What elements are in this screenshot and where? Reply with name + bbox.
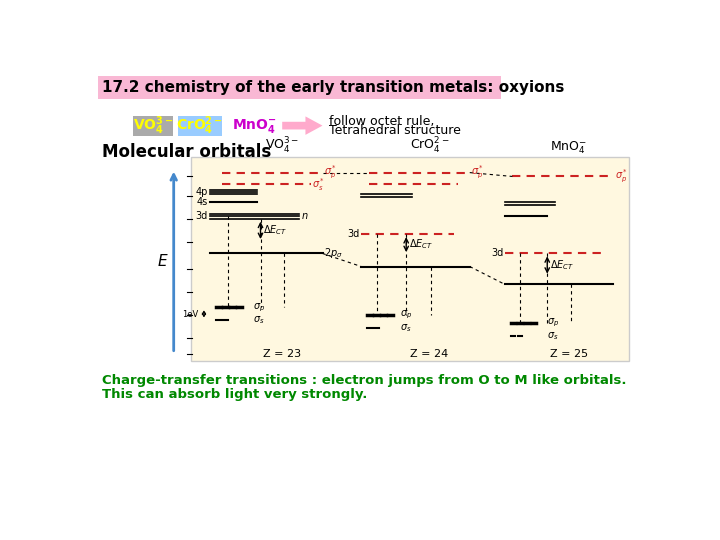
FancyBboxPatch shape [191,157,629,361]
Text: 4s: 4s [197,197,208,207]
Text: $\mathbf{VO_4^{3-}}$: $\mathbf{VO_4^{3-}}$ [132,114,173,137]
Text: $\sigma_p$: $\sigma_p$ [547,316,559,329]
Text: $\Delta E_{CT}$: $\Delta E_{CT}$ [263,224,287,237]
Text: Z = 25: Z = 25 [550,349,588,359]
FancyBboxPatch shape [132,116,173,136]
Text: $\mathrm{CrO_4^{2-}}$: $\mathrm{CrO_4^{2-}}$ [410,136,449,156]
FancyBboxPatch shape [178,116,222,136]
Text: $\sigma_s^*$: $\sigma_s^*$ [312,176,325,193]
Text: $\mathrm{VO_4^{3-}}$: $\mathrm{VO_4^{3-}}$ [265,136,300,156]
Text: Charge-transfer transitions : electron jumps from O to M like orbitals.: Charge-transfer transitions : electron j… [102,374,626,387]
Text: 4p: 4p [195,187,208,197]
Text: $\sigma_p^*$: $\sigma_p^*$ [615,168,628,185]
Text: $\mathbf{MnO_4^{-}}$: $\mathbf{MnO_4^{-}}$ [232,117,276,134]
Text: 1eV: 1eV [182,310,199,319]
Text: $\mathrm{MnO_4^{-}}$: $\mathrm{MnO_4^{-}}$ [550,139,588,156]
Text: $\sigma_s$: $\sigma_s$ [253,314,264,326]
Text: 17.2 chemistry of the early transition metals: oxyions: 17.2 chemistry of the early transition m… [102,80,564,96]
Text: This can absorb light very strongly.: This can absorb light very strongly. [102,388,367,401]
Text: $\Delta E_{CT}$: $\Delta E_{CT}$ [408,237,433,251]
Text: Molecular orbitals: Molecular orbitals [102,143,271,161]
Text: $\sigma_s$: $\sigma_s$ [400,322,412,334]
Text: Z = 24: Z = 24 [410,349,449,359]
Polygon shape [282,117,323,135]
Text: $\mathbf{CrO_4^{2-}}$: $\mathbf{CrO_4^{2-}}$ [176,114,222,137]
Text: 3d: 3d [348,229,360,239]
Text: $\sigma_s$: $\sigma_s$ [547,330,559,342]
Text: $\sigma_p^*$: $\sigma_p^*$ [324,164,337,181]
Text: E: E [158,254,168,268]
Text: $\sigma_p$: $\sigma_p$ [253,301,265,314]
Text: 3d: 3d [196,212,208,221]
Text: $\sigma_p^*$: $\sigma_p^*$ [472,164,485,181]
Text: $\Delta E_{CT}$: $\Delta E_{CT}$ [549,258,574,272]
Text: Z = 23: Z = 23 [263,349,301,359]
Text: follow octet rule,: follow octet rule, [329,114,434,127]
Text: n: n [302,212,307,221]
Text: Tetrahedral structure: Tetrahedral structure [329,124,461,137]
Text: $\sigma_p$: $\sigma_p$ [400,309,412,321]
Text: $2p_\sigma$: $2p_\sigma$ [324,246,343,260]
Text: 3d: 3d [491,248,503,259]
FancyBboxPatch shape [98,76,500,99]
